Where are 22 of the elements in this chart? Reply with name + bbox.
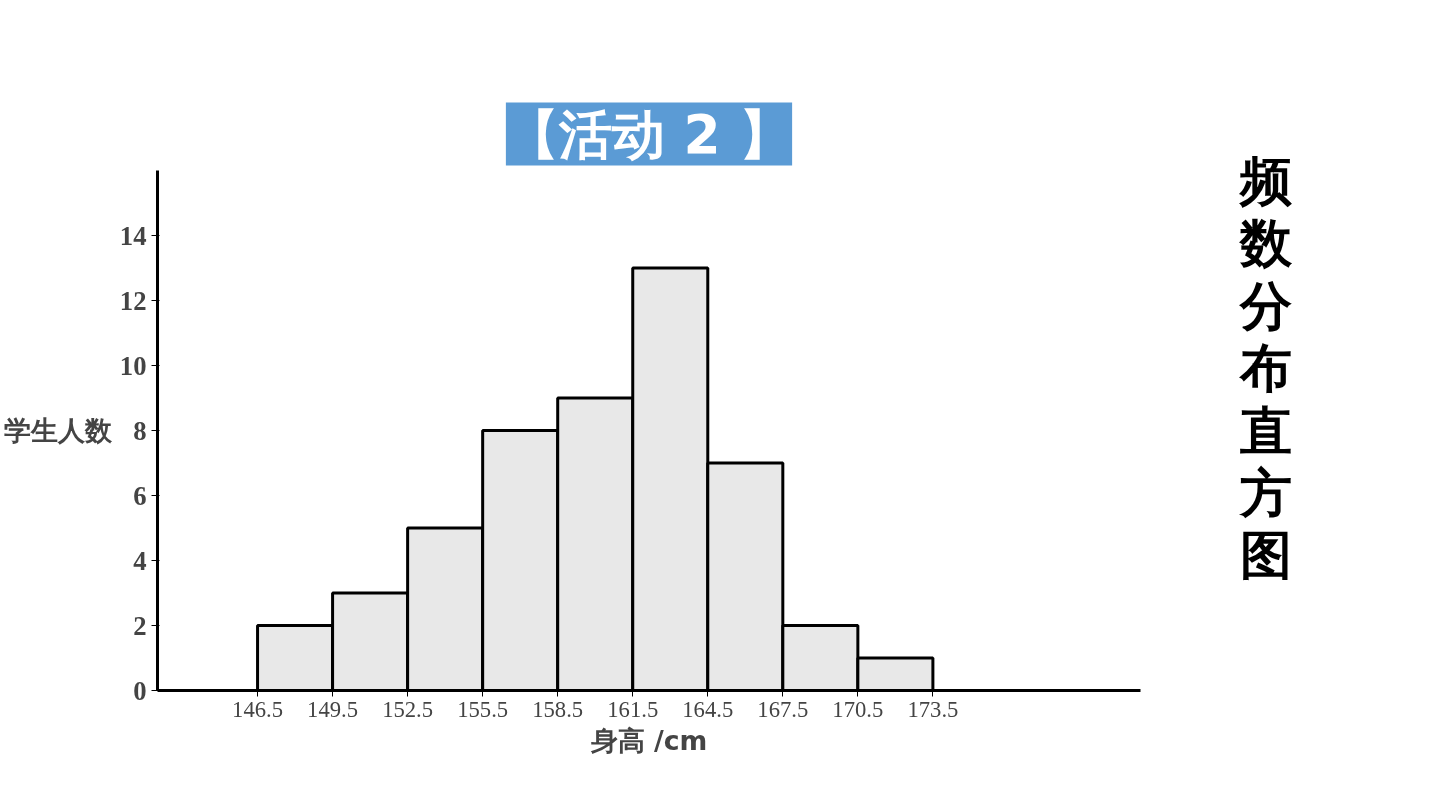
x-axis-title: 身高 /cm — [589, 724, 708, 756]
y-tick-label: 12 — [119, 285, 147, 316]
y-tick-label: 10 — [119, 350, 147, 381]
x-tick-label: 170.5 — [832, 696, 884, 722]
x-tick-label: 149.5 — [307, 696, 359, 722]
y-tick-label: 14 — [119, 220, 147, 251]
x-tick-label: 155.5 — [457, 696, 509, 722]
y-tick-label: 2 — [133, 610, 147, 641]
x-tick-label: 173.5 — [907, 696, 959, 722]
x-tick-label: 164.5 — [682, 696, 734, 722]
x-tick-label: 167.5 — [757, 696, 809, 722]
y-tick-label: 8 — [133, 415, 147, 446]
x-tick-label: 161.5 — [607, 696, 659, 722]
y-axis-title: 学生人数 — [3, 415, 113, 446]
chart-title: 【活动 2 】 — [505, 102, 793, 166]
y-tick-label: 0 — [133, 675, 147, 706]
y-tick-label: 6 — [133, 480, 147, 511]
x-tick-label: 152.5 — [382, 696, 434, 722]
x-tick-label: 146.5 — [232, 696, 284, 722]
x-tick-label: 158.5 — [532, 696, 584, 722]
text: 频数分布直方图 — [1240, 150, 1292, 587]
y-tick-label: 4 — [133, 545, 147, 576]
